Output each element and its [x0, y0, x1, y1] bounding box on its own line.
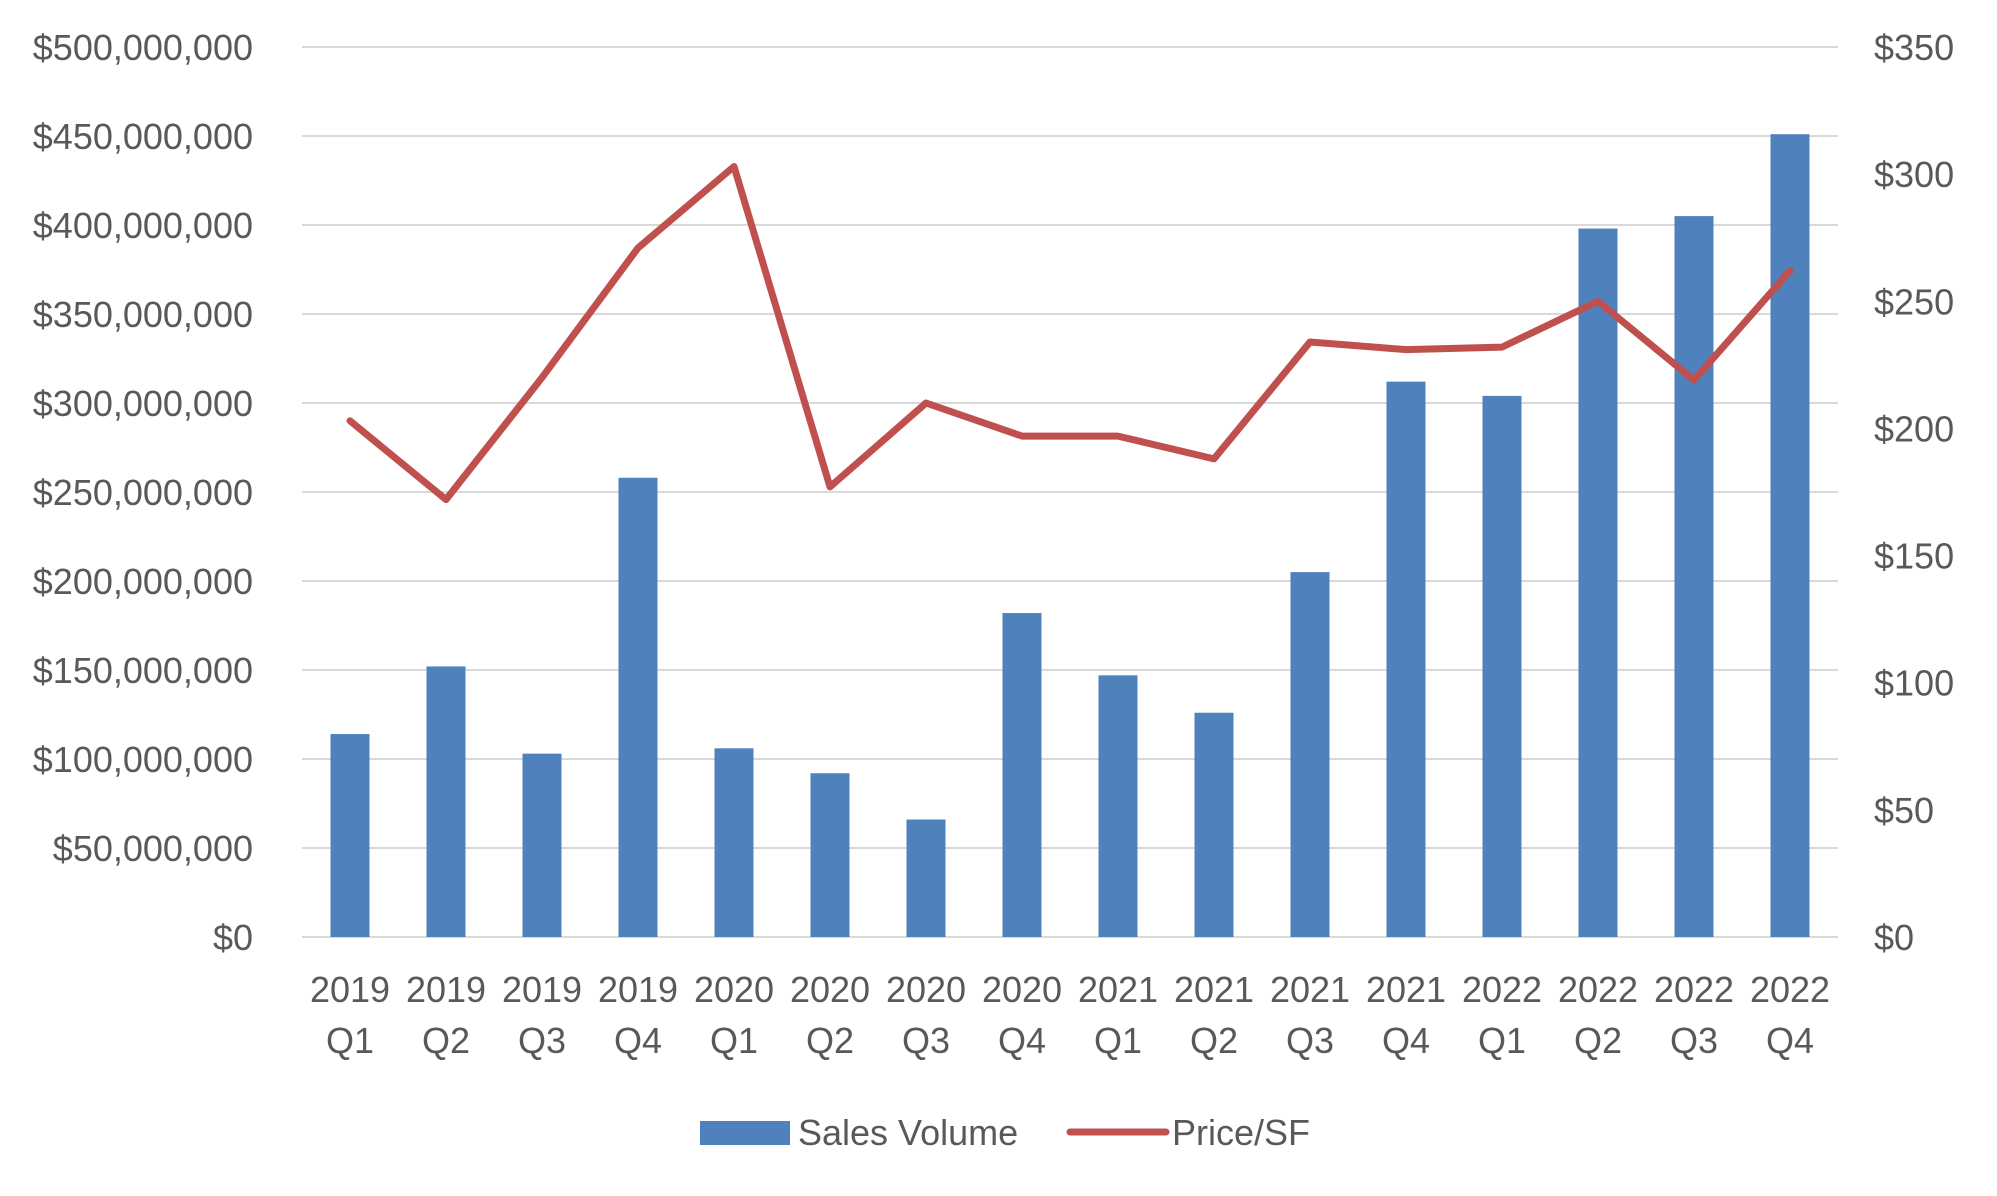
- left-axis-tick-label: $300,000,000: [33, 383, 253, 424]
- left-axis-tick-label: $0: [213, 917, 253, 958]
- sales-volume-bar: [906, 819, 946, 937]
- sales-volume-bar: [1290, 572, 1330, 937]
- x-axis-tick-label: 2019 Q1: [310, 969, 390, 1061]
- x-axis-tick-label: 2020 Q4: [982, 969, 1062, 1061]
- x-axis-tick-label: 2022 Q4: [1750, 969, 1830, 1061]
- right-axis-tick-label: $50: [1874, 790, 1934, 831]
- price-sf-line-group: [346, 163, 1794, 504]
- right-axis-tick-label: $300: [1874, 154, 1954, 195]
- sales-volume-bar: [522, 753, 562, 937]
- left-axis-tick-label: $50,000,000: [53, 828, 253, 869]
- x-axis-tick-label: 2020 Q2: [790, 969, 870, 1061]
- sales-volume-bars: [330, 134, 1810, 938]
- right-axis-tick-labels: $0 $50 $100 $150 $200 $250 $300 $350: [1874, 27, 1954, 958]
- sales-volume-bar: [810, 773, 850, 937]
- x-axis-tick-label: 2021 Q4: [1366, 969, 1446, 1061]
- left-axis-tick-label: $100,000,000: [33, 739, 253, 780]
- legend: Sales Volume Price/SF: [700, 1112, 1310, 1153]
- legend-swatch-sales-volume: [700, 1121, 790, 1145]
- sales-volume-bar: [714, 748, 754, 937]
- left-axis-tick-label: $200,000,000: [33, 561, 253, 602]
- sales-volume-bar: [618, 477, 658, 937]
- right-axis-tick-label: $350: [1874, 27, 1954, 68]
- sales-volume-bar: [1770, 134, 1810, 938]
- right-axis-tick-label: $100: [1874, 663, 1954, 704]
- left-axis-tick-labels: $0 $50,000,000 $100,000,000 $150,000,000 $20…: [33, 27, 253, 958]
- x-axis-tick-label: 2021 Q1: [1078, 969, 1158, 1061]
- x-axis-tick-label: 2019 Q3: [502, 969, 582, 1061]
- x-axis-tick-label: 2019 Q4: [598, 969, 678, 1061]
- x-axis-tick-label: 2020 Q3: [886, 969, 966, 1061]
- sales-volume-bar: [1674, 216, 1714, 938]
- x-axis-tick-label: 2021 Q2: [1174, 969, 1254, 1061]
- price-sf-line: [346, 163, 1794, 504]
- left-axis-tick-label: $400,000,000: [33, 205, 253, 246]
- right-axis-tick-label: $150: [1874, 536, 1954, 577]
- sales-volume-bar: [1194, 712, 1234, 937]
- sales-volume-bar: [426, 666, 466, 937]
- left-axis-tick-label: $150,000,000: [33, 650, 253, 691]
- sales-volume-bar: [330, 734, 370, 937]
- x-axis-tick-label: 2020 Q1: [694, 969, 774, 1061]
- x-axis-tick-label: 2022 Q1: [1462, 969, 1542, 1061]
- left-axis-tick-label: $450,000,000: [33, 116, 253, 157]
- sales-volume-bar: [1098, 675, 1138, 937]
- left-axis-tick-label: $350,000,000: [33, 294, 253, 335]
- legend-label-sales-volume: Sales Volume: [798, 1112, 1018, 1153]
- right-axis-tick-label: $250: [1874, 281, 1954, 322]
- right-axis-tick-label: $0: [1874, 917, 1914, 958]
- sales-volume-bar: [1386, 381, 1426, 937]
- x-axis-tick-label: 2019 Q2: [406, 969, 486, 1061]
- x-axis-tick-label: 2022 Q3: [1654, 969, 1734, 1061]
- left-axis-tick-label: $250,000,000: [33, 472, 253, 513]
- right-axis-tick-label: $200: [1874, 408, 1954, 449]
- legend-label-price-sf: Price/SF: [1172, 1112, 1310, 1153]
- sales-volume-bar: [1002, 613, 1042, 937]
- x-axis-tick-label: 2022 Q2: [1558, 969, 1638, 1061]
- left-axis-tick-label: $500,000,000: [33, 27, 253, 68]
- sales-volume-bar: [1578, 228, 1618, 937]
- sales-volume-bar: [1482, 395, 1522, 937]
- x-axis-tick-label: 2021 Q3: [1270, 969, 1350, 1061]
